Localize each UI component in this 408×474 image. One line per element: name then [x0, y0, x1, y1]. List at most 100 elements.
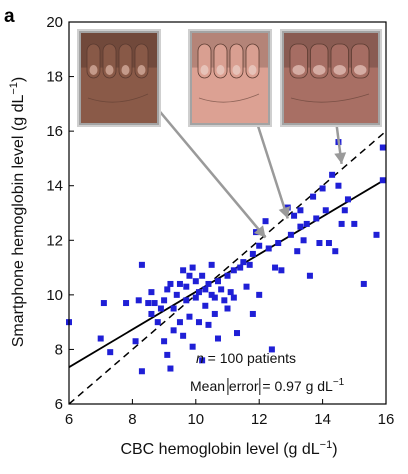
data-point	[199, 357, 206, 364]
data-point	[325, 240, 332, 247]
hand-photos	[77, 29, 382, 127]
fingernail	[200, 65, 209, 75]
data-point	[214, 335, 221, 342]
data-point	[180, 332, 187, 339]
data-point	[97, 335, 104, 342]
y-tick-label: 6	[55, 396, 63, 413]
data-point	[167, 365, 174, 372]
x-tick-label: 10	[187, 411, 204, 428]
y-axis-label-sup: −1	[8, 82, 20, 95]
data-point	[249, 250, 256, 257]
data-point	[224, 272, 231, 279]
data-point	[211, 310, 218, 317]
data-point	[262, 218, 269, 225]
data-point	[176, 280, 183, 287]
y-tick-label: 10	[46, 287, 63, 304]
data-point	[148, 310, 155, 317]
data-point	[164, 286, 171, 293]
data-point	[145, 300, 152, 307]
data-point	[272, 264, 279, 271]
data-point	[205, 321, 212, 328]
annotation-n-text: = 100 patients	[204, 350, 296, 366]
annotation-error-sup: −1	[333, 377, 345, 388]
data-point	[335, 182, 342, 189]
data-point	[176, 319, 183, 326]
data-point	[297, 207, 304, 214]
data-point	[351, 220, 358, 227]
data-point	[249, 310, 256, 317]
data-point	[218, 286, 225, 293]
annotation-sample-size: n = 100 patients	[196, 350, 296, 366]
data-point	[294, 248, 301, 255]
data-point	[373, 231, 380, 238]
y-tick-label: 8	[55, 341, 63, 358]
axis-ticks: 6 8 10 12 14 16 6 8 10 12 14 16 18 20	[46, 14, 394, 428]
data-point	[195, 289, 202, 296]
data-point	[164, 351, 171, 358]
y-tick-label: 20	[46, 14, 63, 31]
annotation-error-pre: Mean	[190, 378, 229, 394]
plot-frame	[68, 21, 387, 405]
data-point	[183, 297, 190, 304]
data-point	[306, 272, 313, 279]
arrow-head	[334, 152, 347, 164]
x-axis-label-sup: −1	[320, 439, 333, 451]
hand-photo-1	[77, 29, 161, 127]
data-point	[202, 286, 209, 293]
data-point	[132, 338, 139, 345]
fingernail	[354, 65, 367, 75]
data-point	[211, 294, 218, 301]
fingernail	[232, 65, 241, 75]
data-point	[186, 313, 193, 320]
data-point	[300, 237, 307, 244]
x-axis-label: CBC hemoglobin level (g dL−1)	[120, 439, 337, 458]
x-tick-label: 14	[314, 411, 331, 428]
data-point	[291, 212, 298, 219]
data-point	[237, 264, 244, 271]
y-tick-label: 18	[46, 69, 63, 86]
annotation-n-letter: n	[196, 350, 204, 366]
data-point	[170, 305, 177, 312]
data-point	[195, 319, 202, 326]
data-point	[360, 280, 367, 287]
data-point	[189, 264, 196, 271]
data-point	[173, 291, 180, 298]
data-point	[256, 291, 263, 298]
data-point	[256, 242, 263, 249]
data-point	[278, 267, 285, 274]
plot-marks	[66, 89, 386, 404]
data-point	[313, 215, 320, 222]
x-tick-label: 6	[65, 411, 73, 428]
data-point	[186, 272, 193, 279]
data-point	[287, 231, 294, 238]
x-axis-label-end: )	[332, 441, 337, 458]
fingernail	[121, 65, 130, 75]
data-point	[234, 330, 241, 337]
annotation-error-post: = 0.97 g dL	[258, 378, 333, 394]
data-point	[123, 300, 130, 307]
data-point	[183, 283, 190, 290]
data-point	[157, 305, 164, 312]
data-point	[138, 368, 145, 375]
panel-label: a	[4, 6, 15, 27]
data-point	[214, 278, 221, 285]
y-tick-label: 14	[46, 178, 63, 195]
data-point	[316, 240, 323, 247]
data-point	[208, 261, 215, 268]
data-point	[329, 171, 336, 178]
arrow-head	[278, 206, 291, 219]
data-point	[319, 185, 326, 192]
data-point	[303, 220, 310, 227]
data-point	[205, 280, 212, 287]
fingernail	[248, 65, 257, 75]
data-point	[170, 327, 177, 334]
y-tick-label: 16	[46, 123, 63, 140]
data-point	[135, 297, 142, 304]
data-point	[227, 289, 234, 296]
data-point	[344, 196, 351, 203]
y-tick-label: 12	[46, 232, 63, 249]
palm-crease	[290, 93, 370, 103]
arrow-head	[253, 225, 266, 238]
data-point	[230, 267, 237, 274]
